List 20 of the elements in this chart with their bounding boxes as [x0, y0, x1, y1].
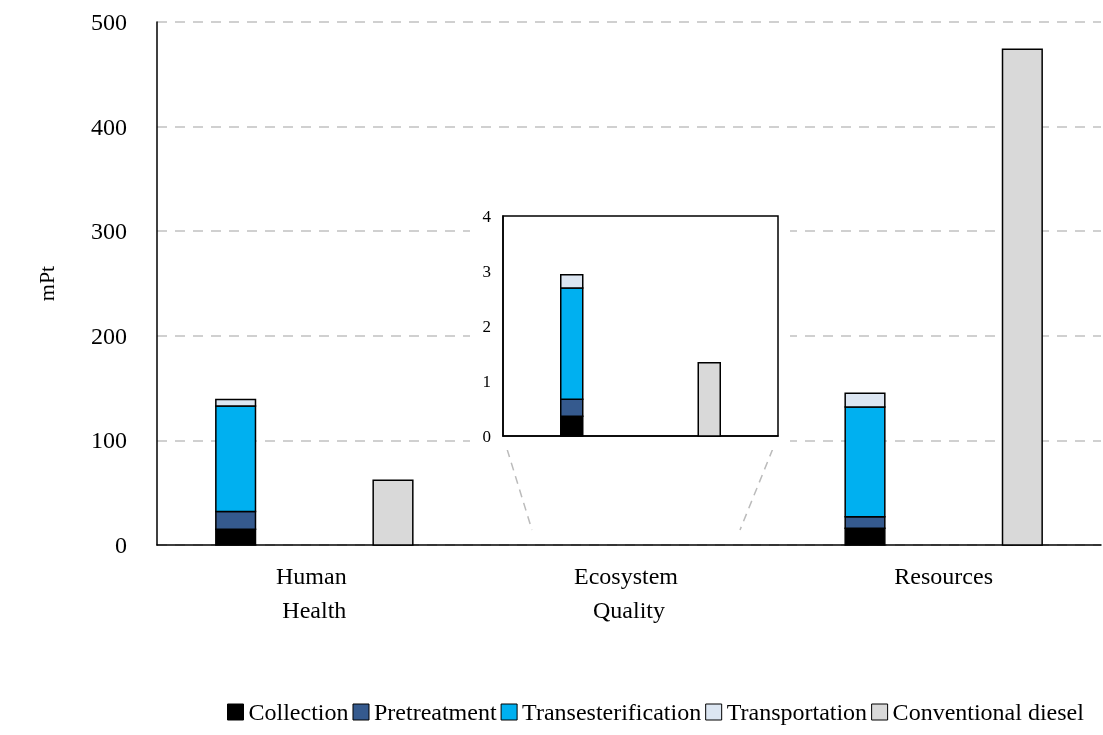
legend-label: Transesterification: [522, 699, 702, 725]
legend-label: Transportation: [726, 699, 868, 725]
x-tick-label: Resources: [894, 563, 993, 589]
y-tick-label: 300: [91, 218, 127, 245]
y-tick-label: 0: [115, 532, 127, 558]
x-tick-label: Ecosystem Quality: [574, 563, 684, 623]
y-tick-label: 2: [482, 316, 491, 336]
y-tick-label: 3: [482, 261, 491, 281]
y-tick-label: 0: [482, 426, 491, 446]
legend-label: Conventional diesel: [892, 699, 1085, 725]
x-tick-label: Human Health: [276, 563, 353, 623]
y-tick-label: 4: [482, 206, 492, 226]
y-tick-label: 1: [482, 371, 491, 391]
legend-label: Collection: [248, 699, 349, 725]
y-axis-title: mPt: [33, 265, 59, 302]
y-tick-label: 500: [91, 9, 127, 35]
y-tick-label: 400: [91, 113, 127, 140]
y-tick-label: 100: [91, 427, 127, 454]
legend-label: Pretreatment: [373, 699, 497, 725]
y-tick-label: 200: [91, 322, 127, 349]
